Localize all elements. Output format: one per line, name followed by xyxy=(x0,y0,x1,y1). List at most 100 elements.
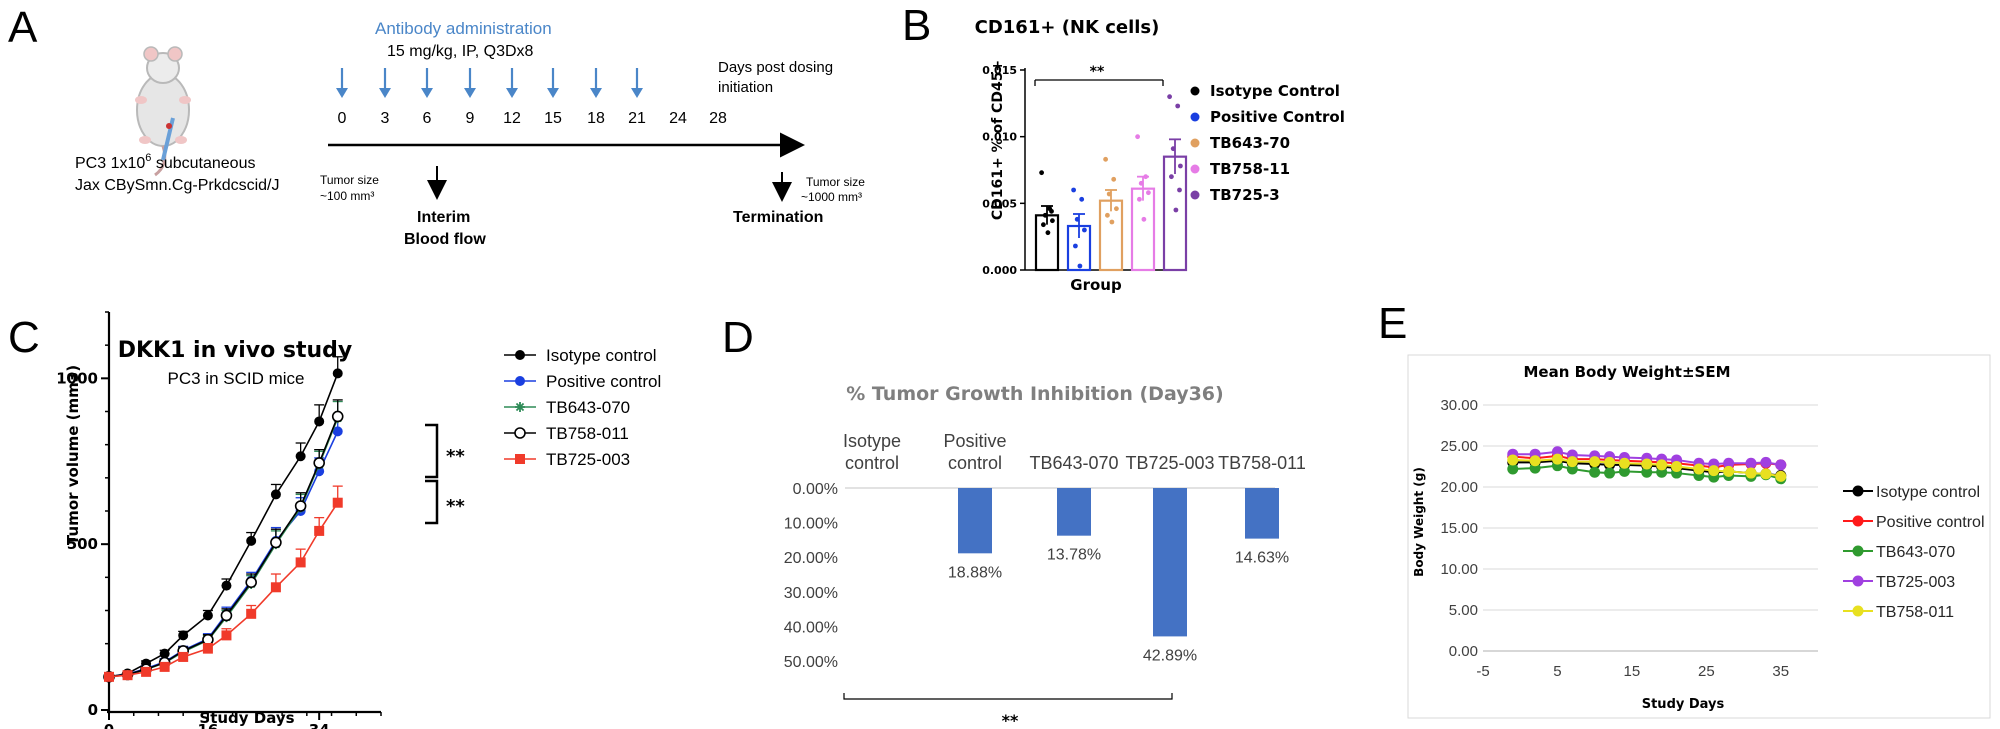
chart-e-point xyxy=(1760,456,1772,468)
chart-c-point xyxy=(159,661,170,672)
chart-e-point xyxy=(1618,465,1630,477)
chart-b-bars xyxy=(1034,94,1188,272)
chart-b-point xyxy=(1169,174,1174,180)
chart-e-series-tb758-011 xyxy=(1507,453,1787,482)
chart-d-value-label-tb725-003: 42.89% xyxy=(1143,647,1197,664)
timeline-day-3: 3 xyxy=(381,110,390,127)
chart-e-xtick-label: 5 xyxy=(1553,663,1561,680)
panel-b-chart: CD161+ (NK cells) CD161+ % of CD45+ Grou… xyxy=(975,17,1345,294)
chart-c-legend-label-tb758-011: TB758-011 xyxy=(546,424,629,443)
chart-d-ytick-label: 10.00% xyxy=(784,516,838,533)
chart-c-legend-marker-tb643-070 xyxy=(515,402,525,412)
chart-c-point xyxy=(220,609,233,622)
chart-c-legend-label-isotype-control: Isotype control xyxy=(546,346,657,365)
chart-b-legend-marker-isotype-control xyxy=(1190,86,1200,96)
chart-c-point xyxy=(202,643,213,654)
chart-b-point xyxy=(1049,208,1054,214)
chart-c-point xyxy=(221,630,232,641)
chart-b-point xyxy=(1146,190,1151,196)
chart-e-ytick-label: 5.00 xyxy=(1449,602,1478,619)
chart-e-point xyxy=(1641,458,1653,470)
chart-e-point xyxy=(1641,466,1653,478)
chart-b-point xyxy=(1141,216,1147,222)
dose-arrow-head-21 xyxy=(631,88,643,98)
chart-b-point xyxy=(1167,94,1172,100)
chart-e-point xyxy=(1708,465,1720,477)
chart-b-point xyxy=(1106,191,1112,197)
end-tumor-1: Tumor size xyxy=(806,175,865,189)
chart-e-point xyxy=(1723,457,1735,469)
chart-c-subtitle: PC3 in SCID mice xyxy=(168,369,305,388)
chart-b-xlabel: Group xyxy=(1070,276,1122,294)
panel-c-chart: DKK1 in vivo study PC3 in SCID mice Tumo… xyxy=(56,311,661,729)
chart-e-frame xyxy=(1407,354,1991,719)
chart-b-point xyxy=(1111,176,1117,182)
chart-e-ytick-label: 20.00 xyxy=(1440,479,1478,496)
chart-b-legend-label-tb643-70: TB643-70 xyxy=(1210,134,1290,152)
chart-c-bracket-top xyxy=(425,423,439,479)
chart-e-point xyxy=(1618,457,1630,469)
chart-e-legend-marker-tb758-011 xyxy=(1852,605,1864,617)
chart-c-xtick-label: 34 xyxy=(309,721,330,729)
chart-b-point xyxy=(1114,206,1119,212)
chart-c-point xyxy=(270,489,281,500)
dose-arrow-head-15 xyxy=(547,88,559,98)
dose-arrow-head-3 xyxy=(379,88,391,98)
chart-e-legend-marker-tb725-003 xyxy=(1852,575,1864,587)
chart-b-point xyxy=(1143,174,1149,180)
chart-b-legend-marker-tb725-3 xyxy=(1190,190,1200,200)
chart-c-point xyxy=(122,670,133,681)
chart-c-point xyxy=(270,582,281,593)
chart-d-bar-tb758-011 xyxy=(1245,488,1279,539)
chart-c-axes: 0 500 1000 0 16 34 xyxy=(56,311,382,729)
chart-c-point xyxy=(141,666,152,677)
chart-d-category-tb643-070: TB643-070 xyxy=(1029,453,1118,473)
timeline-day-18: 18 xyxy=(587,110,605,127)
chart-e-ylabel: Body Weight (g) xyxy=(1412,467,1426,577)
chart-e-point xyxy=(1671,461,1683,472)
chart-e-legend-label-tb725-003: TB725-003 xyxy=(1876,574,1955,591)
chart-b-point xyxy=(1050,218,1055,224)
chart-d-value-label-positive-control: 18.88% xyxy=(948,564,1002,581)
chart-e-legend: Isotype control Positive control TB643-070… xyxy=(1843,484,1985,621)
chart-e-line-tb758-011 xyxy=(1512,458,1781,478)
chart-e-point xyxy=(1693,463,1705,475)
chart-c-point xyxy=(332,426,343,437)
timeline-day-9: 9 xyxy=(466,110,475,127)
panel-label-d: D xyxy=(722,313,754,362)
chart-d-sig-bracket xyxy=(843,693,1173,700)
chart-e-line-tb725-003 xyxy=(1512,450,1781,466)
chart-c-point xyxy=(313,457,325,469)
chart-d-category-tb725-003: TB725-003 xyxy=(1125,453,1214,473)
chart-b-point xyxy=(1079,196,1085,202)
chart-b-point xyxy=(1071,187,1076,193)
chart-e-series xyxy=(1507,446,1787,485)
chart-c-point xyxy=(332,497,343,508)
panel-label-e: E xyxy=(1378,299,1407,348)
timeline-day-0: 0 xyxy=(338,110,347,127)
dosing-arrows xyxy=(336,68,643,98)
chart-b-axes: 0.000 0.005 0.010 0.015 xyxy=(982,64,1172,277)
timeline-day-6: 6 xyxy=(423,110,432,127)
dose-label: 15 mg/kg, IP, Q3Dx8 xyxy=(387,43,534,60)
chart-b-point xyxy=(1103,156,1108,162)
chart-d-title: % Tumor Growth Inhibition (Day36) xyxy=(846,383,1223,405)
dose-arrow-head-6 xyxy=(421,88,433,98)
panel-d-chart: % Tumor Growth Inhibition (Day36) 0.00% 1… xyxy=(784,383,1306,729)
panel-label-c: C xyxy=(8,313,40,362)
chart-c-point xyxy=(295,451,306,462)
chart-c-point xyxy=(178,630,189,641)
chart-e-point xyxy=(1775,470,1787,482)
chart-e-line-positive-control xyxy=(1512,454,1781,469)
chart-b-legend-marker-tb643-70 xyxy=(1190,138,1200,148)
chart-c-ytick-label: 0 xyxy=(88,701,98,719)
dose-arrow-head-12 xyxy=(506,88,518,98)
chart-d-category-positive-control: Positive control xyxy=(943,431,1006,473)
chart-e-point xyxy=(1589,456,1601,468)
chart-b-legend-label-tb758-11: TB758-11 xyxy=(1210,160,1290,178)
chart-e-ytick-label: 25.00 xyxy=(1440,438,1478,455)
chart-e-point xyxy=(1604,456,1616,468)
chart-d-plot: 0.00% 10.00% 20.00% 30.00% 40.00% 50.00% Isoty… xyxy=(784,431,1306,671)
dose-arrow-head-0 xyxy=(336,88,348,98)
chart-e-point xyxy=(1507,463,1519,475)
